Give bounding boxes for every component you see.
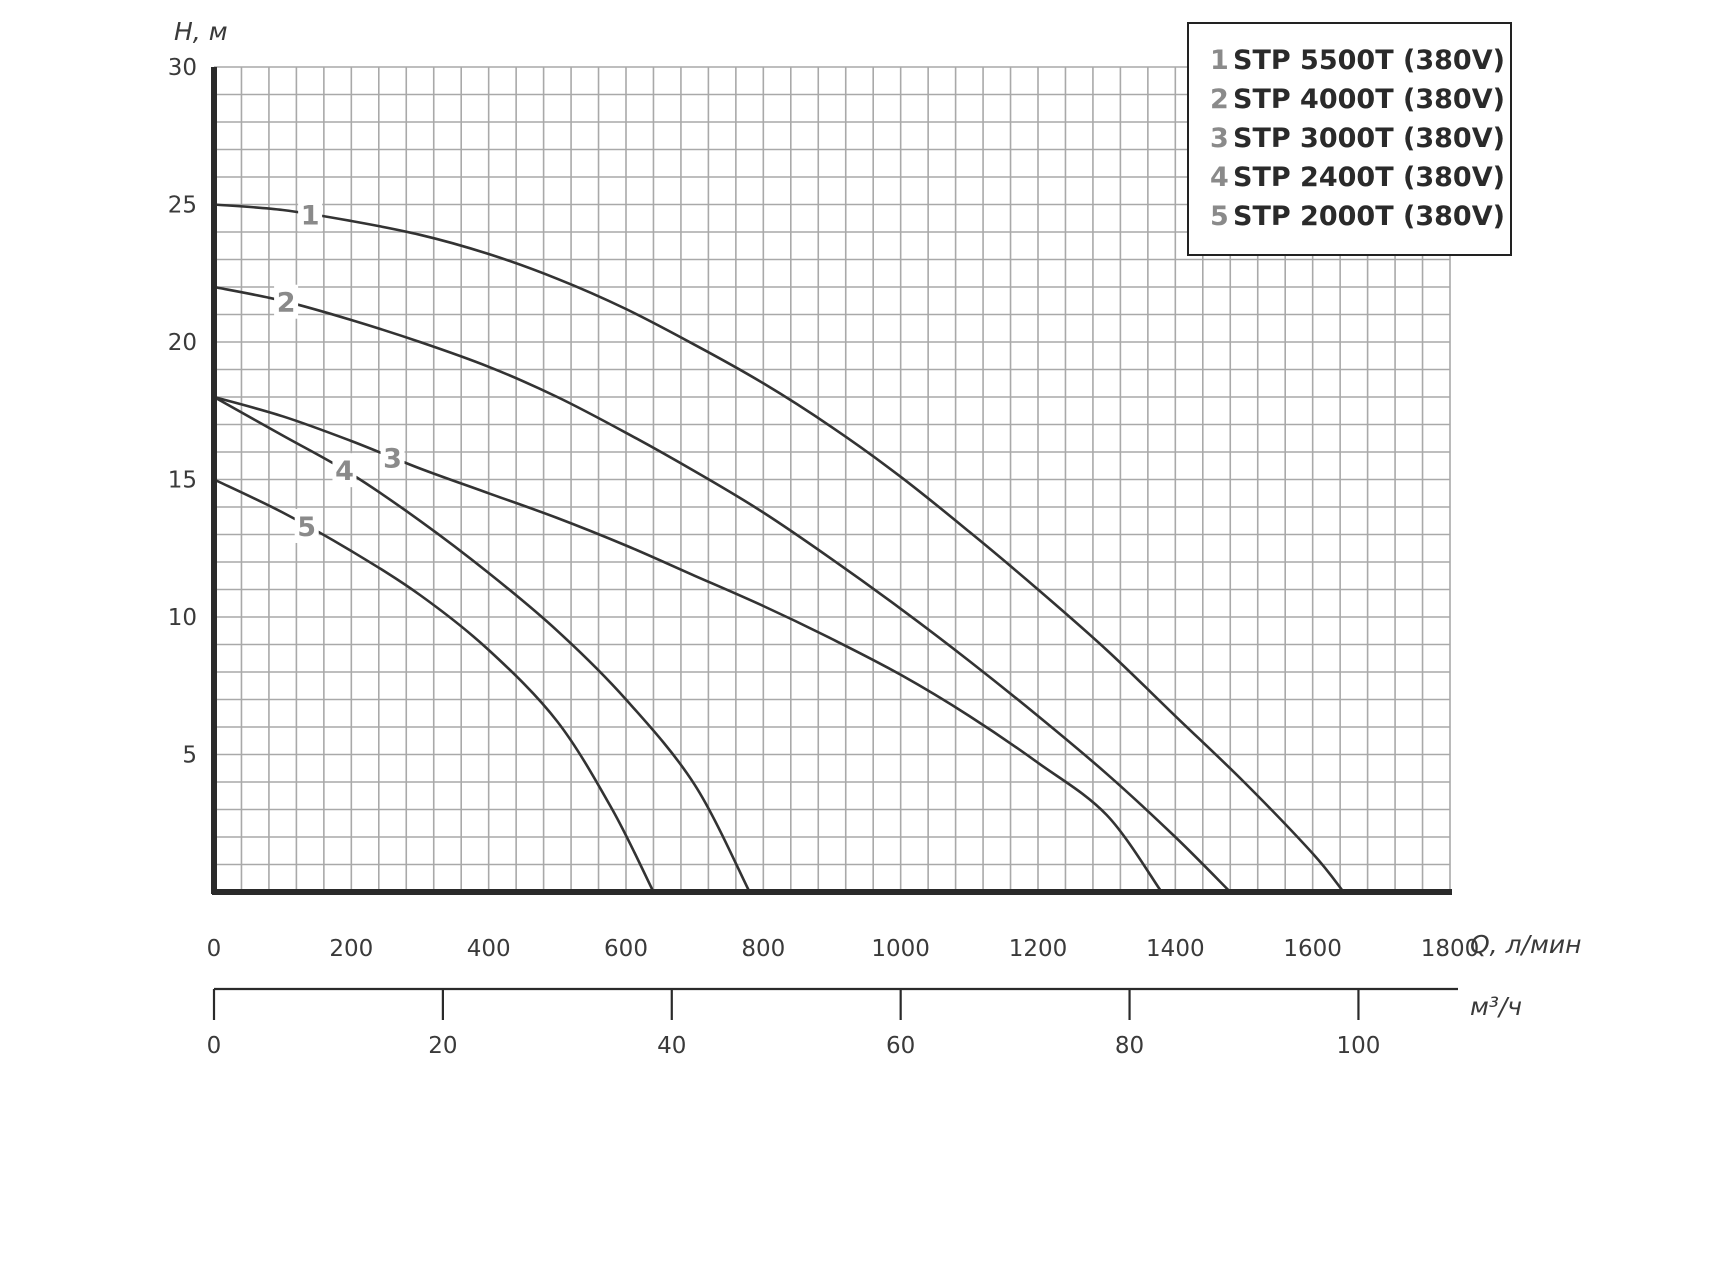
y-tick-label: 10 — [168, 605, 197, 631]
curve-label-2: 2 — [277, 288, 296, 319]
x-tick-label: 0 — [207, 936, 222, 962]
curve-label-backdrop — [380, 440, 405, 475]
curve-label-4: 4 — [335, 456, 354, 487]
x-tick-label: 600 — [604, 936, 648, 962]
legend: 1 STP 5500T (380V)2 STP 4000T (380V)3 STP 3… — [1187, 22, 1512, 256]
legend-box — [1187, 22, 1512, 256]
legend-entry: STP 3000T (380V) — [1233, 123, 1505, 154]
x-tick-label: 800 — [741, 936, 785, 962]
secondary-x-axis-title: м³/ч — [1470, 992, 1522, 1021]
curve-label-backdrop — [274, 284, 299, 319]
curve-label-backdrop — [294, 508, 319, 543]
curve-2 — [213, 285, 1232, 893]
y-tick-label: 20 — [168, 330, 197, 356]
curve-3 — [213, 395, 1163, 893]
x-tick-label: 1600 — [1283, 936, 1342, 962]
secondary-axis-tick-label: 60 — [886, 1033, 915, 1059]
y-tick-label: 25 — [168, 193, 197, 219]
curve-4 — [213, 395, 751, 893]
secondary-axis-tick-label: 40 — [657, 1033, 686, 1059]
secondary-axis-tick-label: 20 — [428, 1033, 457, 1059]
legend-number: 4 — [1210, 162, 1229, 193]
y-tick-label: 15 — [168, 468, 197, 494]
x-tick-label: 1000 — [871, 936, 930, 962]
curve-label-5: 5 — [297, 512, 316, 543]
y-tick-labels: 5 10 15 20 25 30 — [168, 55, 197, 769]
curve-label-1: 1 — [301, 200, 320, 231]
secondary-x-axis: 0 20 40 60 80 100 — [207, 987, 1458, 1059]
curve-label-3: 3 — [383, 444, 402, 475]
legend-number: 2 — [1210, 84, 1229, 115]
y-tick-label: 5 — [182, 743, 197, 769]
curve-1 — [213, 203, 1345, 893]
curve-labels: 1 2 345 — [274, 197, 405, 543]
y-tick-label: 30 — [168, 55, 197, 81]
legend-entry: STP 2400T (380V) — [1233, 162, 1505, 193]
performance-curves — [213, 203, 1345, 893]
secondary-axis-tick-label: 100 — [1336, 1033, 1380, 1059]
x-tick-label: 200 — [329, 936, 373, 962]
curve-label-backdrop — [332, 453, 357, 488]
x-tick-labels: 0 200 400 600 800 1000 1200 1400 1600 1800 — [207, 936, 1480, 962]
x-tick-label: 1800 — [1421, 936, 1480, 962]
legend-entry: STP 4000T (380V) — [1233, 84, 1505, 115]
secondary-axis-tick-label: 0 — [207, 1033, 222, 1059]
legend-entry: STP 2000T (380V) — [1233, 201, 1505, 232]
x-tick-label: 1400 — [1146, 936, 1205, 962]
x-tick-label: 1200 — [1009, 936, 1068, 962]
x-axis-title: Q, л/мин — [1470, 930, 1581, 959]
legend-number: 3 — [1210, 123, 1229, 154]
x-tick-label: 400 — [467, 936, 511, 962]
curve-label-backdrop — [298, 197, 323, 232]
y-axis-title: H, м — [174, 17, 228, 46]
legend-number: 5 — [1210, 201, 1229, 232]
legend-number: 1 — [1210, 45, 1229, 76]
legend-entry: STP 5500T (380V) — [1233, 45, 1505, 76]
secondary-axis-tick-label: 80 — [1115, 1033, 1144, 1059]
